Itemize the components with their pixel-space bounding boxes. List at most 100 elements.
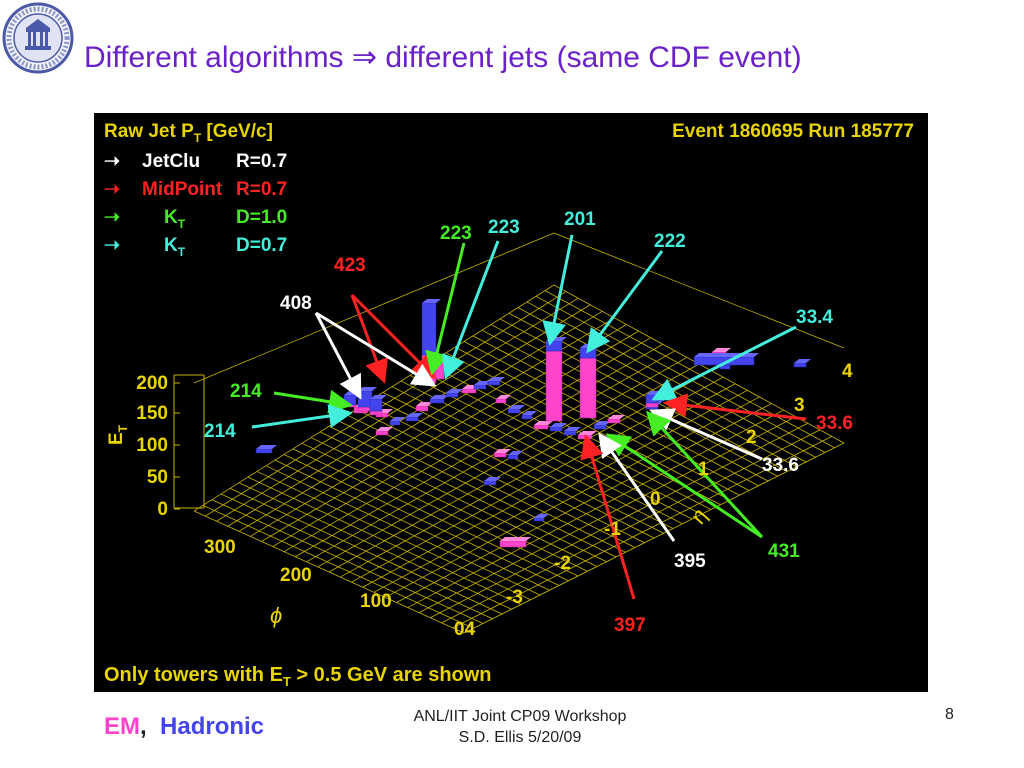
- tower-top: [522, 411, 537, 415]
- tower: [255, 445, 277, 454]
- legend-item: ➝ JetClu R=0.7: [104, 151, 287, 172]
- tower: [793, 359, 811, 368]
- grid-line: [193, 232, 555, 384]
- tower-top: [694, 353, 759, 357]
- legend-item: ➝ MidPoint R=0.7: [104, 179, 287, 200]
- jet-arrow: [586, 250, 664, 354]
- grid-line: [216, 297, 579, 522]
- tower-top: [416, 402, 433, 406]
- legend-arrow: ➝: [104, 151, 125, 172]
- tower: [357, 387, 377, 412]
- grid-line: [463, 442, 845, 634]
- jet-value-label: 431: [768, 541, 800, 562]
- tower-hadronic: [507, 408, 521, 414]
- tower-top: [430, 395, 449, 399]
- tower-top: [488, 377, 505, 381]
- tower-hadronic: [389, 420, 401, 426]
- lego-plot-svg: Raw Jet PT [GeV/c] Event 1860695 Run 185…: [104, 121, 914, 689]
- tower-em: [495, 398, 507, 404]
- jet-value-label: 33.6: [816, 413, 853, 434]
- footer-em-label: EM: [104, 713, 140, 740]
- tower-top: [496, 395, 511, 399]
- tower-hadronic: [487, 380, 501, 386]
- et-axis-frame: [173, 374, 205, 509]
- jet-value-label: 214: [230, 381, 262, 402]
- tower-em: [375, 430, 389, 436]
- tower: [375, 427, 393, 436]
- tower: [493, 449, 511, 458]
- tower-em: [499, 540, 527, 548]
- tower-top: [406, 413, 423, 417]
- tower: [563, 427, 581, 436]
- legend-arrow: ➝: [104, 207, 125, 228]
- footer-workshop: ANL/IIT Joint CP09 Workshop: [413, 708, 627, 725]
- tower-hadronic: [473, 384, 487, 390]
- eta-tick-label: -1: [604, 519, 621, 540]
- eta-tick-label: 0: [650, 489, 661, 510]
- tower: [445, 389, 463, 398]
- footer-center: ANL/IIT Joint CP09 Workshop S.D. Ellis 5…: [370, 706, 670, 748]
- phi-tick-label: 100: [360, 591, 392, 612]
- legend-algorithm: JetClu: [142, 151, 200, 172]
- lego-plot-figure: Raw Jet PT [GeV/c] Event 1860695 Run 185…: [94, 113, 928, 692]
- tower-hadronic: [549, 426, 563, 432]
- phi-tick-label: 300: [204, 537, 236, 558]
- jet-arrow: [542, 234, 574, 346]
- tower: [499, 537, 531, 548]
- eta-tick-label: 4: [842, 361, 853, 382]
- jet-value-label: 423: [334, 255, 366, 276]
- tower-em: [435, 362, 445, 380]
- grid-line: [441, 429, 821, 624]
- legend-algorithm: K: [164, 235, 178, 256]
- jet-arrow: [645, 410, 764, 539]
- tower-hadronic: [483, 480, 497, 486]
- tower-top: [494, 449, 511, 453]
- tower-hadronic: [521, 414, 533, 420]
- jet-arrows: [251, 234, 807, 600]
- jet-value-label: 408: [280, 293, 312, 314]
- tower: [473, 381, 491, 390]
- grid-line: [272, 330, 639, 547]
- grid-line: [295, 343, 663, 558]
- et-tick-label: 150: [136, 403, 168, 424]
- tower-top: [594, 421, 611, 425]
- jet-value-label: 395: [674, 551, 706, 572]
- tower: [415, 402, 433, 412]
- page-number: 8: [945, 706, 954, 723]
- tower: [483, 477, 501, 486]
- eta-tick-label: -2: [554, 553, 571, 574]
- tower-top: [370, 395, 387, 399]
- tower-hadronic: [593, 424, 607, 430]
- jet-arrow: [598, 432, 676, 542]
- legend-algorithm: MidPoint: [142, 179, 223, 200]
- grid-line: [407, 409, 784, 608]
- slide-title: Different algorithms ⇒ different jets (s…: [84, 41, 802, 74]
- legend-subscript: T: [178, 245, 186, 259]
- tower-top: [534, 514, 549, 518]
- phi-tick-label: 200: [280, 565, 312, 586]
- jet-arrow: [350, 293, 437, 380]
- jet-arrow: [251, 404, 353, 429]
- jet-value-label: 222: [654, 231, 686, 252]
- tower: [495, 395, 511, 404]
- footer-legend: EM, Hadronic: [104, 713, 264, 741]
- tower-em: [579, 357, 597, 419]
- tower-top: [578, 431, 597, 435]
- tower-top: [564, 427, 581, 431]
- jet-value-label: 201: [564, 209, 596, 230]
- footer-separator: ,: [140, 713, 147, 740]
- tower-hadronic: [255, 448, 273, 454]
- plot-header-right: Event 1860695 Run 185777: [672, 121, 914, 142]
- eta-tick-label: 2: [746, 427, 757, 448]
- eta-tick-label: 1: [698, 459, 709, 480]
- tower-hadronic: [563, 430, 577, 436]
- tower: [521, 411, 537, 420]
- tower: [429, 395, 449, 404]
- tower-em: [415, 405, 429, 412]
- tower-hadronic: [507, 454, 519, 460]
- et-tick-label: 50: [147, 467, 168, 488]
- jet-arrow: [605, 433, 763, 539]
- tower: [507, 451, 523, 460]
